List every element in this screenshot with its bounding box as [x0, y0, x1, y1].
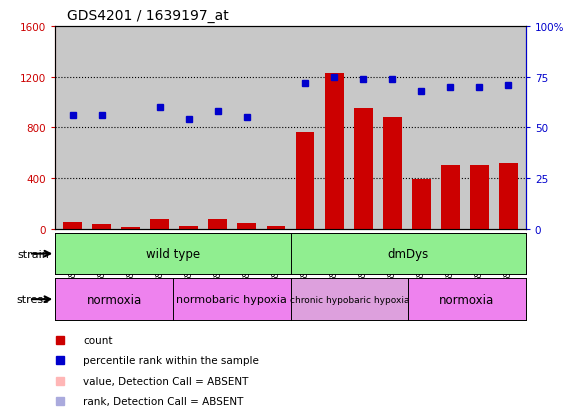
Text: dmDys: dmDys — [388, 247, 429, 261]
Text: percentile rank within the sample: percentile rank within the sample — [84, 356, 259, 366]
Text: normobaric hypoxia: normobaric hypoxia — [176, 294, 287, 304]
Text: count: count — [84, 335, 113, 345]
Bar — [441, 166, 460, 229]
Text: normoxia: normoxia — [87, 293, 142, 306]
Bar — [150, 220, 169, 229]
Bar — [267, 227, 285, 229]
Bar — [238, 223, 256, 229]
Bar — [92, 224, 111, 229]
Bar — [499, 164, 518, 229]
Bar — [470, 166, 489, 229]
Bar — [180, 227, 198, 229]
Text: normoxia: normoxia — [439, 293, 494, 306]
Bar — [354, 109, 372, 229]
Text: chronic hypobaric hypoxia: chronic hypobaric hypoxia — [289, 295, 409, 304]
Text: GDS4201 / 1639197_at: GDS4201 / 1639197_at — [67, 9, 228, 23]
Bar — [412, 180, 431, 229]
Text: stress: stress — [16, 294, 49, 304]
Text: wild type: wild type — [146, 247, 200, 261]
Text: rank, Detection Call = ABSENT: rank, Detection Call = ABSENT — [84, 396, 244, 406]
Bar — [209, 220, 227, 229]
Text: value, Detection Call = ABSENT: value, Detection Call = ABSENT — [84, 376, 249, 386]
Bar — [325, 74, 343, 229]
Text: strain: strain — [17, 249, 49, 259]
Bar — [383, 118, 401, 229]
Bar — [121, 227, 140, 229]
Bar — [296, 133, 314, 229]
Bar — [63, 222, 82, 229]
